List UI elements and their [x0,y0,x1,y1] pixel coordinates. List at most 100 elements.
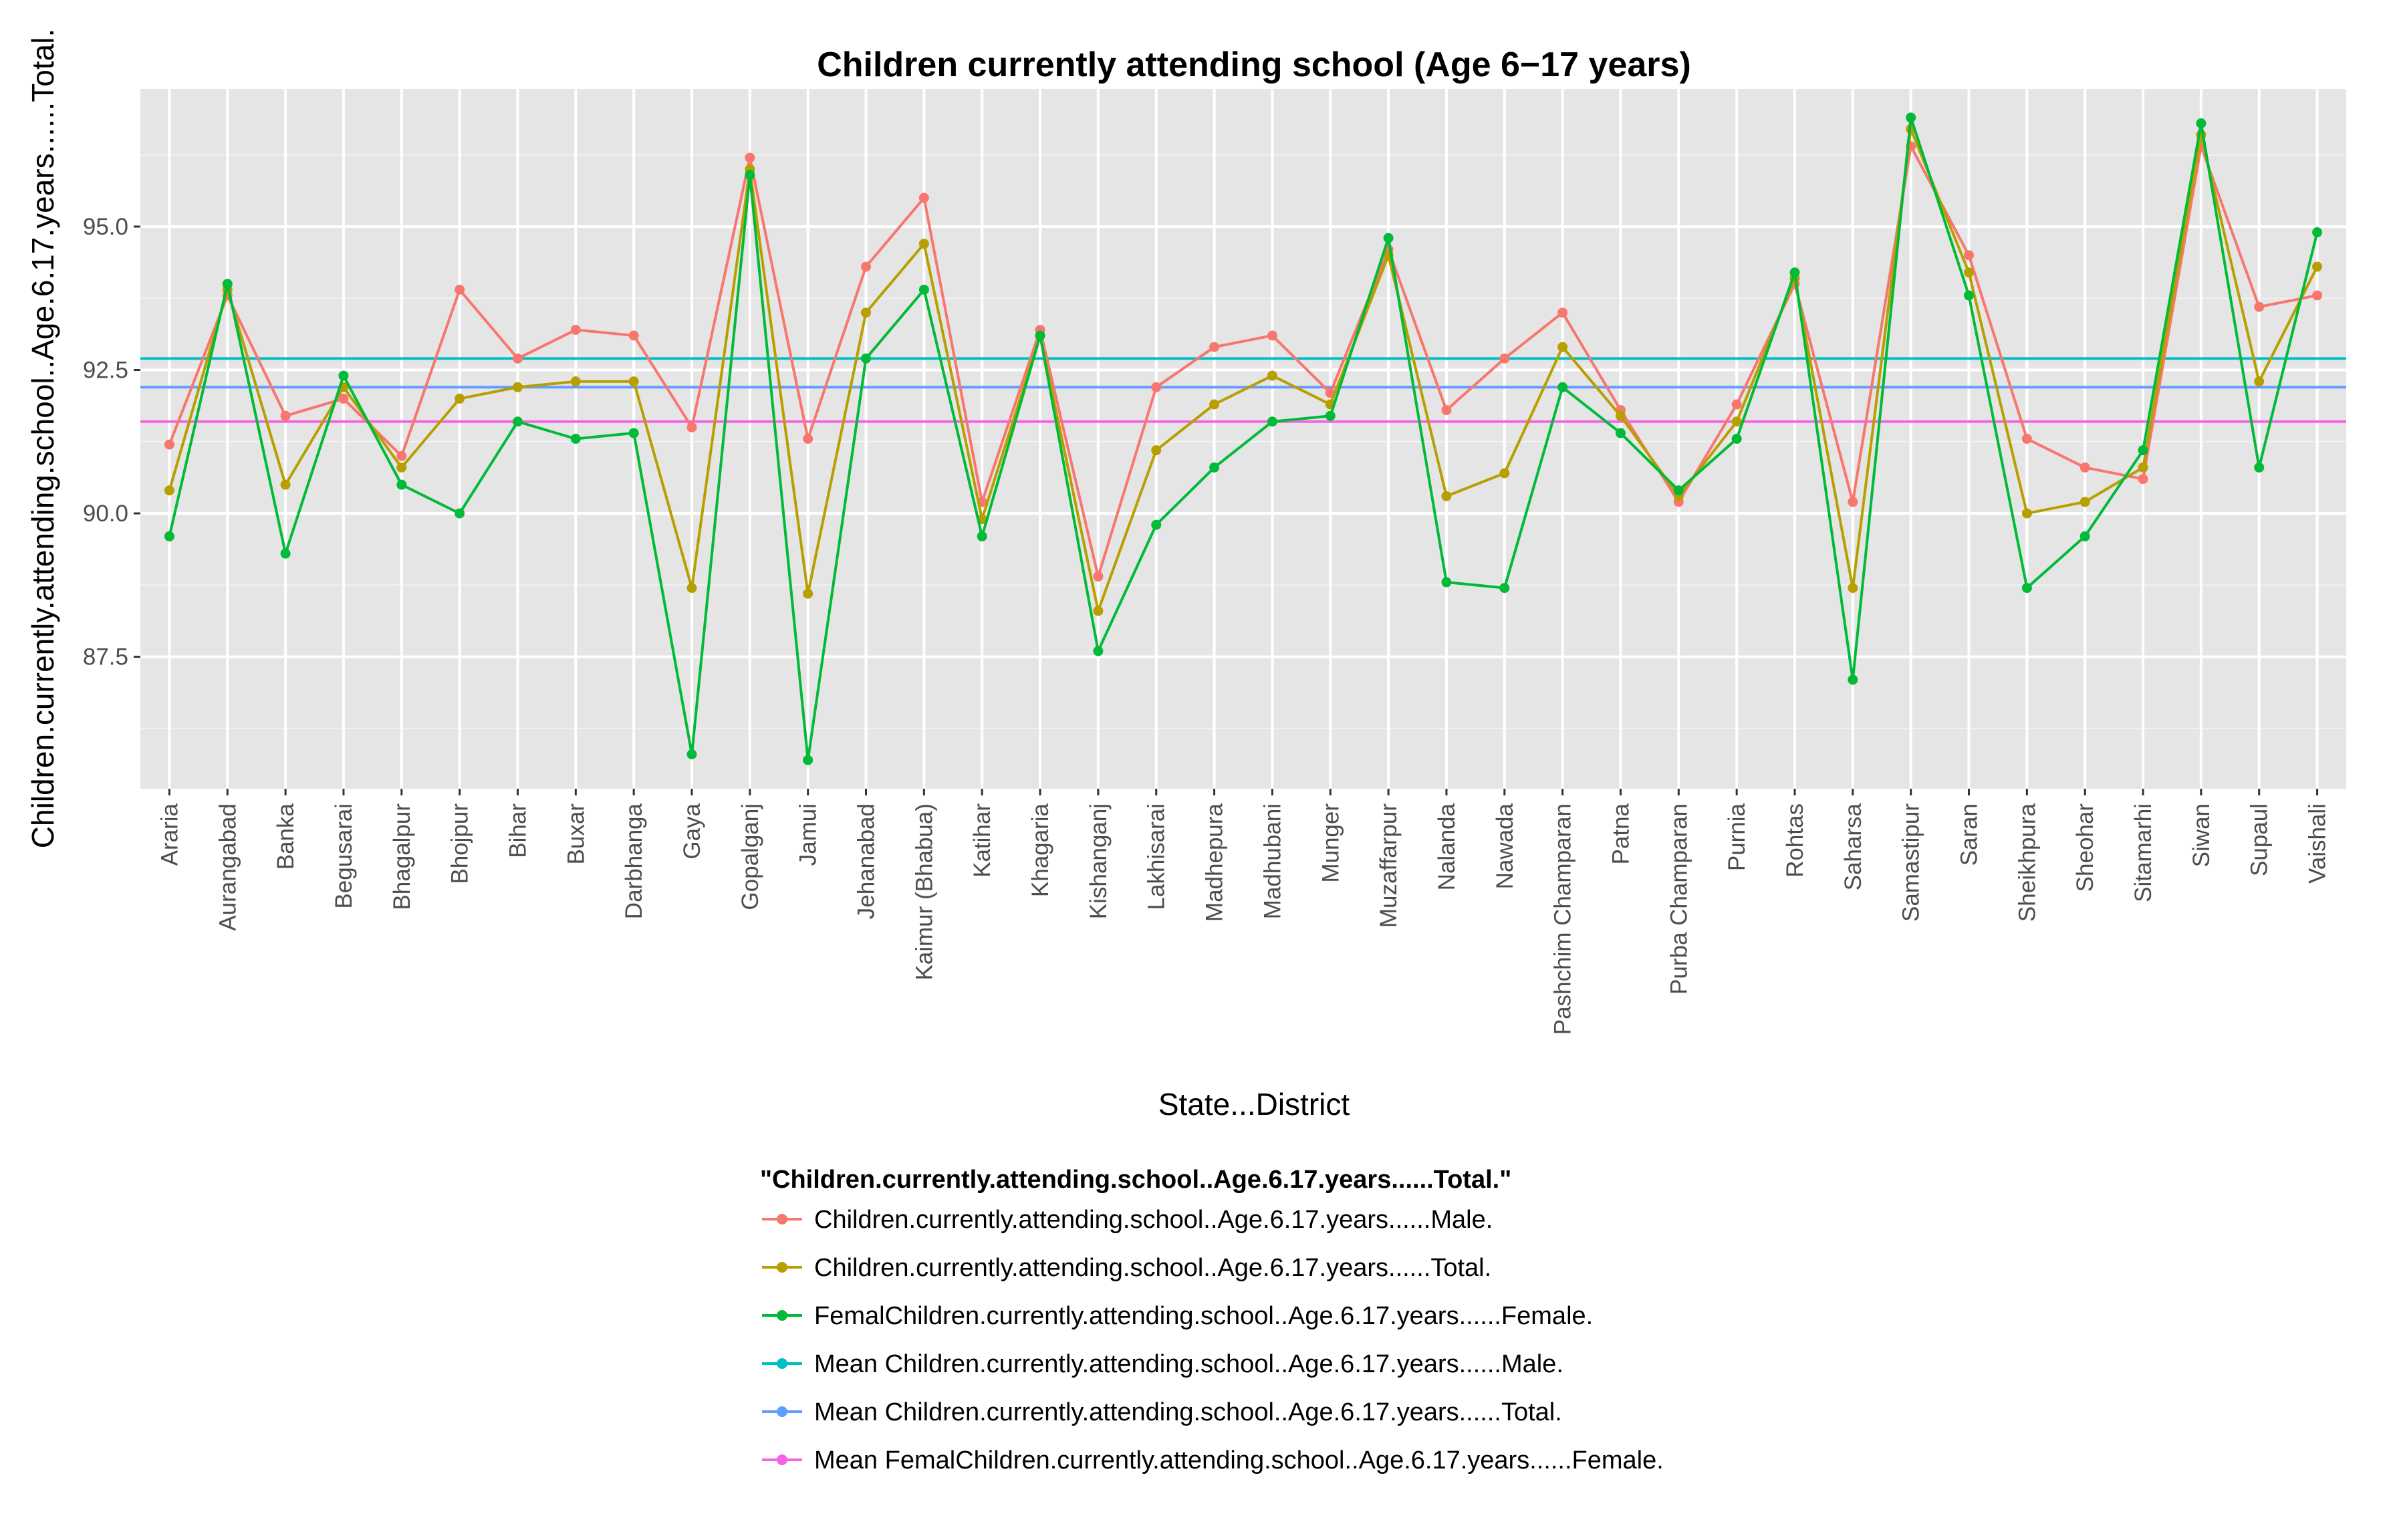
x-tick-label: Patna [1608,803,1634,864]
x-tick-label: Sheohar [2072,803,2098,892]
y-tick-label: 95.0 [83,214,128,240]
legend-item: Children.currently.attending.school..Age… [762,1254,1491,1282]
chart-title: Children currently attending school (Age… [817,45,1691,84]
legend-label: FemalChildren.currently.attending.school… [814,1302,1593,1330]
data-point [1964,267,1975,278]
data-point [918,192,929,203]
series-line [168,144,2317,578]
series-group [164,141,2323,582]
legend-label: Children.currently.attending.school..Age… [814,1254,1491,1282]
legend-item: Children.currently.attending.school..Age… [762,1206,1493,1234]
data-point [280,479,291,490]
data-point [1151,382,1162,392]
data-point [455,284,465,295]
x-tick-label: Sitamarhi [2130,803,2156,902]
legend-key-dot [777,1214,787,1225]
data-point [2312,227,2323,238]
data-point [164,439,174,450]
data-point [2138,462,2148,473]
x-tick-label: Supaul [2247,803,2273,876]
legend: "Children.currently.attending.school..Ag… [760,1166,1664,1474]
data-point [338,370,349,381]
data-point [1499,353,1510,364]
x-tick-label: Nalanda [1434,803,1460,890]
data-point [512,416,523,427]
x-tick-label: Begusarai [331,803,357,909]
x-tick-label: Darbhanga [621,803,647,919]
x-tick-label: Saran [1957,803,1983,866]
x-tick-label: Muzaffarpur [1376,803,1402,928]
data-point [280,548,291,559]
data-point [396,462,407,473]
data-point [2254,462,2265,473]
data-point [628,428,639,438]
data-point [1848,674,1858,685]
data-point [918,284,929,295]
legend-item: Mean Children.currently.attending.school… [762,1398,1562,1426]
data-point [977,531,987,541]
data-point [164,485,174,496]
legend-key-dot [777,1310,787,1321]
data-point [2021,583,2032,594]
data-point [686,749,697,760]
data-point [1267,370,1277,381]
legend-key-dot [777,1358,787,1369]
data-point [803,588,813,599]
data-point [1209,399,1220,410]
data-point [2079,462,2090,473]
data-point [803,755,813,765]
series-line [168,128,2319,612]
data-point [1848,497,1858,507]
data-point [1964,290,1975,301]
data-point [2138,474,2148,485]
x-tick-label: Bhagalpur [389,803,415,910]
data-point [1731,399,1742,410]
series-layer [164,112,2323,765]
data-point [1615,410,1626,421]
axis-layer: 87.5 90.0 92.5 95.0 Araria Aurangabad Banka Beg… [83,214,2331,1035]
data-point [2196,118,2207,128]
data-point [861,261,872,272]
x-tick-label: Rohtas [1782,803,1808,878]
data-point [1906,112,1916,123]
x-tick-label: Madhepura [1202,803,1228,922]
data-point [1325,410,1336,421]
data-point [803,434,813,444]
data-point [686,422,697,432]
x-tick-label: Sheikhpura [2014,803,2040,922]
data-point [918,239,929,249]
data-point [396,451,407,461]
x-tick-label: Gopalganj [737,803,763,910]
x-tick-label: Araria [156,803,182,866]
data-point [396,479,407,490]
data-point [1151,445,1162,456]
x-tick-label: Kaimur (Bhabua) [911,803,937,981]
x-tick-label: Purba Champaran [1666,803,1692,995]
data-point [455,508,465,519]
legend-label: Mean FemalChildren.currently.attending.s… [814,1446,1664,1474]
data-point [2079,497,2090,507]
legend-key-dot [777,1406,787,1417]
x-axis-title: State...District [1158,1087,1350,1122]
data-point [1499,468,1510,479]
legend-key-dot [777,1262,787,1273]
y-tick-label: 90.0 [83,501,128,527]
data-point [1035,330,1045,341]
data-point [1209,342,1220,352]
data-point [1615,428,1626,438]
x-tick-label: Saharsa [1840,803,1866,890]
legend-item: FemalChildren.currently.attending.school… [762,1302,1593,1330]
data-point [2254,301,2265,312]
data-point [1557,342,1568,352]
data-point [1557,382,1568,392]
data-point [1093,606,1104,616]
data-point [2312,261,2323,272]
y-tick-label: 92.5 [83,358,128,384]
data-point [1267,416,1277,427]
x-tick-label: Aurangabad [215,803,241,931]
grid-layer [140,89,2346,789]
data-point [1964,250,1975,261]
x-tick-label: Vaishali [2305,803,2331,884]
data-point [570,324,581,335]
